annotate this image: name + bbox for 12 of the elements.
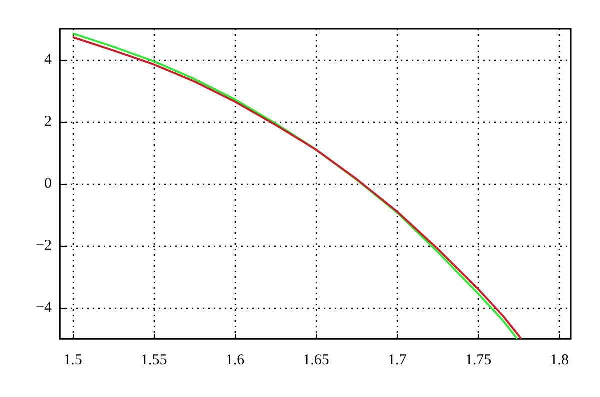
- x-tick-label: 1.65: [303, 352, 330, 368]
- y-tick-label: 2: [44, 114, 52, 130]
- y-tick-label: 4: [44, 52, 52, 68]
- x-tick-label: 1.5: [64, 352, 82, 368]
- y-tick-label: −4: [36, 300, 52, 316]
- x-tick-label: 1.7: [388, 352, 408, 368]
- y-tick-label: 0: [44, 176, 52, 192]
- x-tick-label: 1.8: [550, 352, 570, 368]
- x-tick-label: 1.55: [140, 352, 168, 368]
- x-tick-label: 1.75: [465, 352, 492, 368]
- y-tick-label: −2: [36, 238, 52, 254]
- x-tick-label: 1.6: [226, 352, 246, 368]
